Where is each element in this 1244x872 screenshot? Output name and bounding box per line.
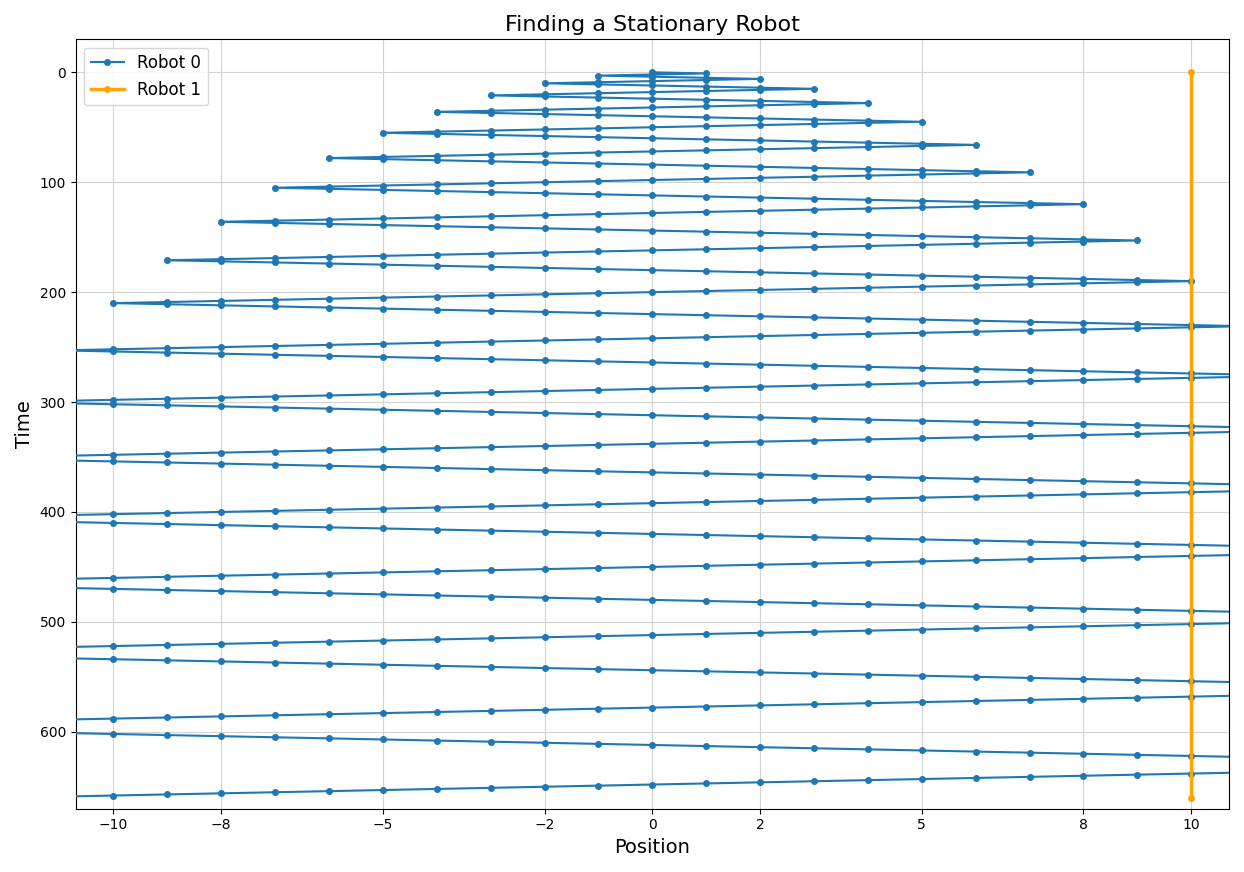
Robot 0 [644,67,659,78]
Y-axis label: Time: Time [15,400,34,448]
Robot 0 [968,271,983,282]
Legend: Robot 0, Robot 1: Robot 0, Robot 1 [85,48,208,106]
Robot 0 [591,264,606,275]
Robot 0 [861,164,876,174]
X-axis label: Position: Position [615,838,690,857]
Robot 0 [968,417,983,427]
Robot 0 [0,793,12,803]
Line: Robot 0: Robot 0 [0,70,1244,800]
Robot 0 [968,535,983,546]
Title: Finding a Stationary Robot: Finding a Stationary Robot [505,15,800,35]
